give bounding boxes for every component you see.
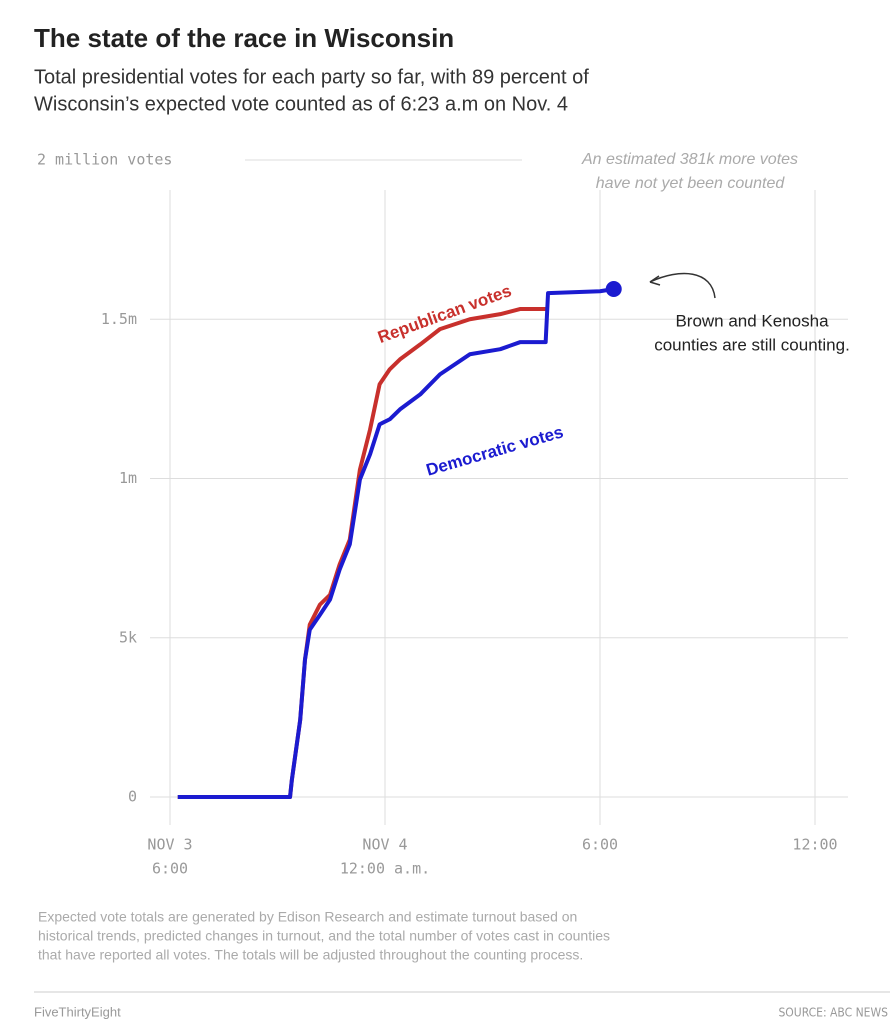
y-tick-label: 5k <box>119 628 137 646</box>
y-tick-label: 0 <box>128 788 137 806</box>
series-label: Democratic votes <box>424 422 565 479</box>
subtitle: Total presidential votes for each party … <box>34 66 589 88</box>
chart-title: The state of the race in Wisconsin <box>34 23 454 53</box>
y-tick-label: 1m <box>119 469 137 487</box>
x-tick-label: 12:00 <box>792 836 837 854</box>
source: SOURCE: ABC NEWS <box>778 1006 888 1020</box>
series-line <box>177 307 546 799</box>
footnote: that have reported all votes. The totals… <box>38 947 583 963</box>
end-dot <box>605 280 622 297</box>
x-tick-label: 6:00 <box>152 860 188 878</box>
y-tick-label: 1.5m <box>101 310 137 328</box>
annotation: Brown and Kenosha <box>675 311 829 330</box>
arrow <box>649 272 716 299</box>
x-tick-label: NOV 4 <box>362 836 407 854</box>
brand: FiveThirtyEight <box>34 1004 121 1019</box>
footnote: historical trends, predicted changes in … <box>38 928 610 944</box>
annotation: counties are still counting. <box>654 335 850 354</box>
annotation: An estimated 381k more votes <box>581 151 798 168</box>
y-tick-label: 2 million votes <box>37 151 172 169</box>
x-tick-label: 12:00 a.m. <box>340 860 430 878</box>
x-tick-label: 6:00 <box>582 836 618 854</box>
arrow-head <box>649 275 661 286</box>
x-tick-label: NOV 3 <box>147 836 192 854</box>
subtitle: Wisconsin’s expected vote counted as of … <box>34 93 568 115</box>
series-line <box>177 287 615 799</box>
annotation: have not yet been counted <box>596 175 786 192</box>
footnote: Expected vote totals are generated by Ed… <box>38 909 577 925</box>
